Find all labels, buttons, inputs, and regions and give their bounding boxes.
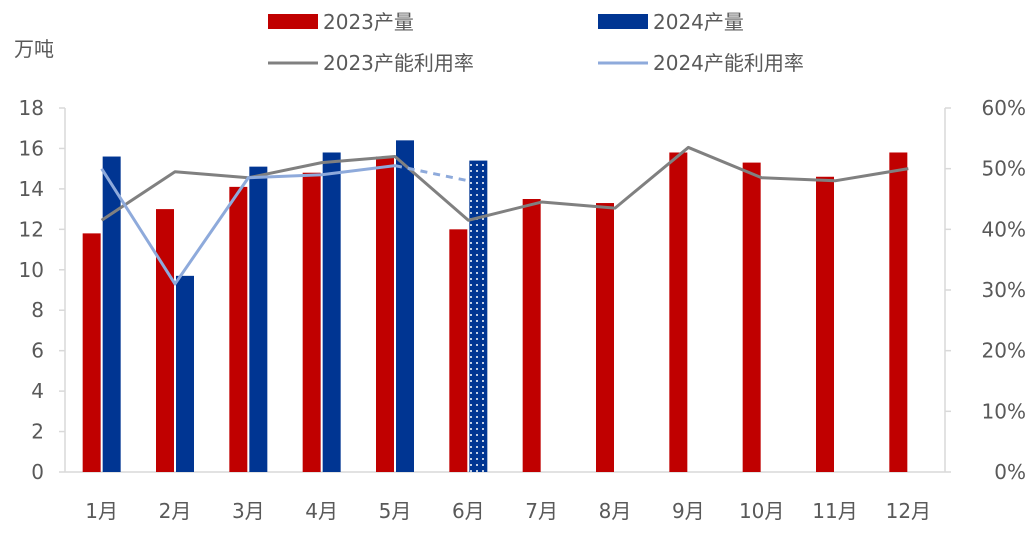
legend-label-2024-utilization: 2024产能利用率 bbox=[653, 51, 804, 75]
x-tick-label: 2月 bbox=[159, 499, 192, 523]
bar-2024产量-3月 bbox=[249, 166, 268, 472]
right-tick-label: 50% bbox=[982, 157, 1026, 181]
legend-swatch-2024-output bbox=[598, 14, 648, 29]
bar-2023产量-9月 bbox=[669, 152, 688, 472]
bar-2023产量-11月 bbox=[816, 176, 834, 472]
right-tick-label: 20% bbox=[982, 339, 1026, 363]
bar-2023产量-2月 bbox=[156, 209, 174, 472]
line-2024产能利用率 bbox=[100, 164, 396, 286]
left-tick-label: 6 bbox=[31, 339, 44, 363]
legend: 2023产量 2024产量 2023产能利用率 2024产能利用率 bbox=[268, 10, 804, 75]
bar-2023产量-12月 bbox=[889, 152, 908, 472]
x-tick-label: 10月 bbox=[739, 499, 784, 523]
bar-2023产量-8月 bbox=[596, 203, 614, 473]
left-tick-label: 12 bbox=[19, 217, 44, 241]
left-tick-label: 8 bbox=[31, 298, 44, 322]
left-tick-label: 4 bbox=[31, 379, 44, 403]
bars bbox=[82, 140, 908, 473]
bar-2024产量-6月 bbox=[469, 160, 488, 473]
legend-label-2023-output: 2023产量 bbox=[323, 10, 414, 34]
left-tick-label: 14 bbox=[19, 177, 44, 201]
left-tick-label: 16 bbox=[19, 136, 44, 160]
left-tick-label: 0 bbox=[31, 460, 44, 484]
bar-2023产量-6月 bbox=[449, 229, 468, 472]
bar-2023产量-10月 bbox=[742, 162, 761, 472]
x-axis-ticks: 1月 2月 3月 4月 5月 6月 7月 8月 9月 10月 11月 12月 bbox=[85, 499, 931, 523]
line-2023产能利用率 bbox=[100, 145, 909, 222]
x-tick-label: 12月 bbox=[886, 499, 931, 523]
bar-2023产量-7月 bbox=[522, 199, 541, 472]
left-axis-unit: 万吨 bbox=[14, 37, 54, 61]
right-tick-label: 40% bbox=[982, 217, 1026, 241]
right-tick-label: 30% bbox=[982, 278, 1026, 302]
x-tick-label: 3月 bbox=[232, 499, 265, 523]
bar-2024产量-4月 bbox=[322, 152, 341, 472]
x-tick-label: 6月 bbox=[452, 499, 485, 523]
bar-2024产量-5月 bbox=[396, 140, 414, 472]
x-tick-label: 1月 bbox=[85, 499, 118, 523]
legend-swatch-2023-output bbox=[268, 14, 318, 29]
bar-2024产量-2月 bbox=[176, 275, 194, 472]
legend-label-2023-utilization: 2023产能利用率 bbox=[323, 51, 474, 75]
left-tick-label: 10 bbox=[19, 258, 44, 282]
bar-2023产量-3月 bbox=[229, 186, 248, 472]
bar-2023产量-5月 bbox=[376, 156, 394, 473]
x-tick-label: 7月 bbox=[525, 499, 558, 523]
x-tick-label: 8月 bbox=[599, 499, 632, 523]
right-axis-ticks: 0% 10% 20% 30% 40% 50% 60% bbox=[945, 96, 1026, 484]
x-tick-label: 5月 bbox=[379, 499, 412, 523]
right-tick-label: 10% bbox=[982, 399, 1026, 423]
x-tick-label: 4月 bbox=[305, 499, 338, 523]
right-tick-label: 0% bbox=[994, 460, 1026, 484]
bar-2023产量-4月 bbox=[302, 172, 321, 472]
x-tick-label: 9月 bbox=[672, 499, 705, 523]
left-tick-label: 2 bbox=[31, 420, 44, 444]
left-tick-label: 18 bbox=[19, 96, 44, 120]
lines bbox=[100, 145, 909, 286]
x-tick-label: 11月 bbox=[812, 499, 857, 523]
right-tick-label: 60% bbox=[982, 96, 1026, 120]
legend-label-2024-output: 2024产量 bbox=[653, 10, 744, 34]
bar-2024产量-1月 bbox=[102, 156, 121, 473]
left-axis-ticks: 0 2 4 6 8 10 12 14 16 18 bbox=[19, 96, 65, 484]
bar-2023产量-1月 bbox=[82, 233, 101, 472]
